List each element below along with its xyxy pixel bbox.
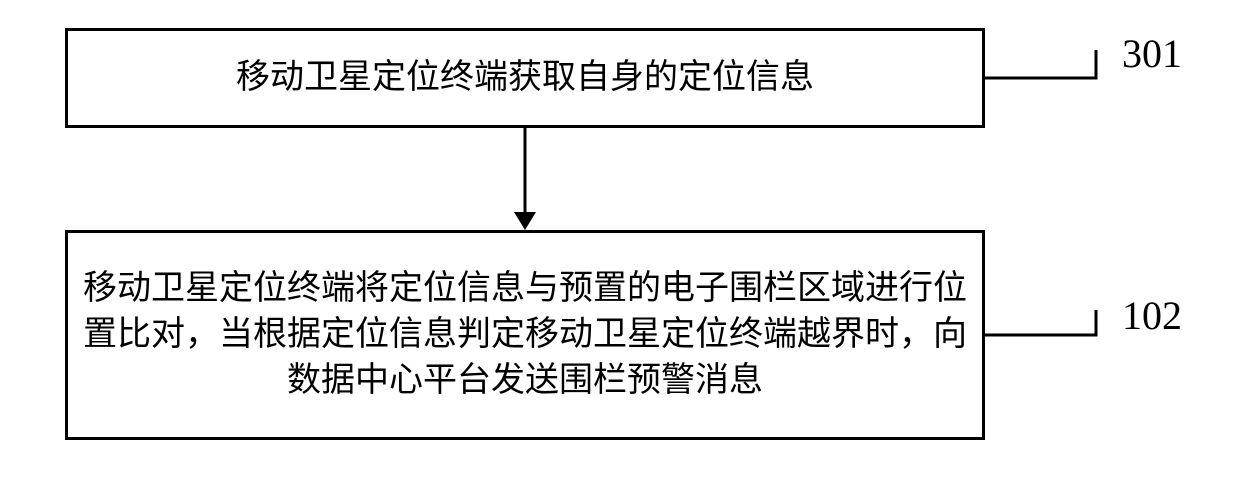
step-number-label-2: 102 (1122, 292, 1182, 339)
flowchart-step-2-text: 移动卫星定位终端将定位信息与预置的电子围栏区域进行位置比对，当根据定位信息判定移… (68, 266, 982, 404)
leader-line-1 (980, 45, 1101, 83)
flowchart-step-2: 移动卫星定位终端将定位信息与预置的电子围栏区域进行位置比对，当根据定位信息判定移… (65, 230, 985, 440)
step-number-label-1: 301 (1122, 30, 1182, 77)
flowchart-step-1: 移动卫星定位终端获取自身的定位信息 (65, 28, 985, 128)
flow-arrow (503, 126, 547, 232)
flowchart-canvas: 移动卫星定位终端获取自身的定位信息 移动卫星定位终端将定位信息与预置的电子围栏区… (0, 0, 1240, 501)
flowchart-step-1-text: 移动卫星定位终端获取自身的定位信息 (68, 55, 982, 101)
leader-line-2 (980, 305, 1101, 340)
